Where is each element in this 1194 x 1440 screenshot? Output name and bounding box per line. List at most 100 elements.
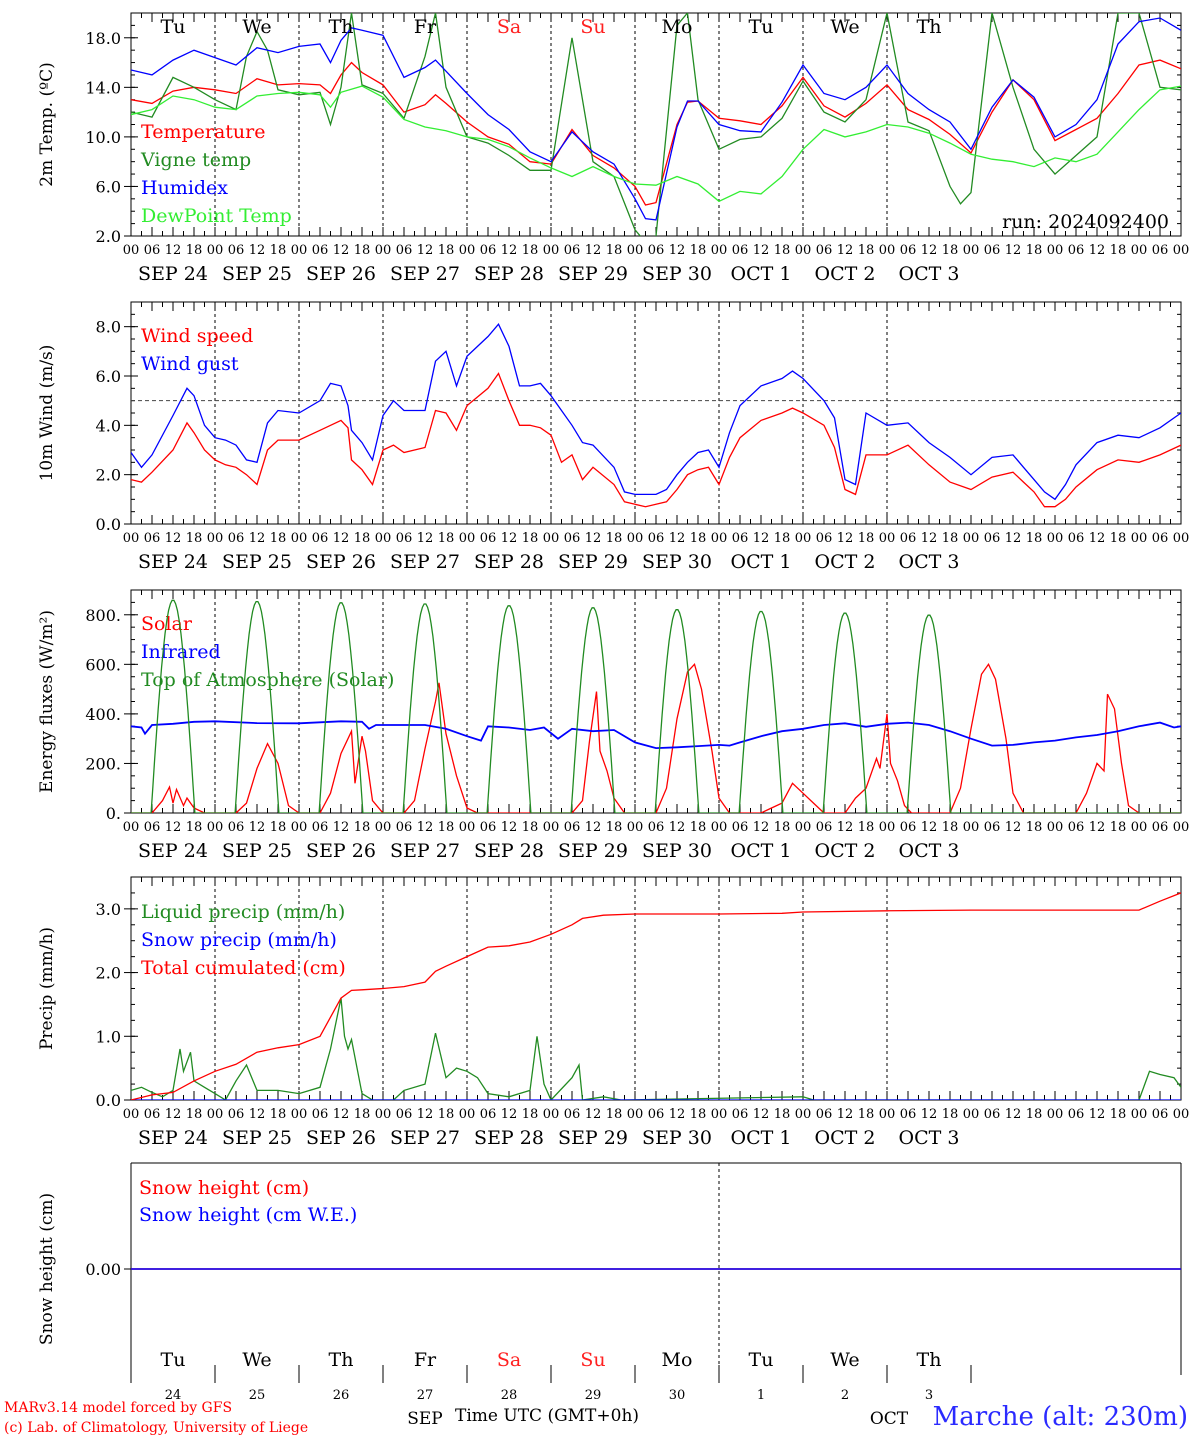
hour-tick-label: 12 bbox=[669, 820, 686, 835]
day-number-label: 3 bbox=[925, 1388, 933, 1403]
date-label: SEP 26 bbox=[306, 263, 376, 285]
hour-tick-label: 06 bbox=[984, 243, 1001, 258]
hour-tick-label: 00 bbox=[375, 1107, 392, 1122]
hour-tick-label: 12 bbox=[417, 1107, 434, 1122]
y-tick-label: 3.0 bbox=[96, 900, 121, 919]
hour-tick-label: 12 bbox=[249, 531, 266, 546]
hour-tick-label: 18 bbox=[942, 531, 959, 546]
hour-tick-label: 12 bbox=[249, 1107, 266, 1122]
hour-tick-label: 12 bbox=[165, 243, 182, 258]
hour-tick-label: 12 bbox=[333, 243, 350, 258]
hour-tick-label: 18 bbox=[522, 531, 539, 546]
hour-tick-label: 18 bbox=[354, 243, 371, 258]
date-label: SEP 28 bbox=[474, 263, 544, 285]
hour-tick-label: 18 bbox=[606, 1107, 623, 1122]
weekday-label: Th bbox=[329, 1349, 354, 1371]
date-label: OCT 3 bbox=[899, 551, 960, 573]
hour-tick-label: 00 bbox=[375, 243, 392, 258]
date-label: SEP 29 bbox=[558, 840, 628, 862]
hour-tick-label: 18 bbox=[522, 1107, 539, 1122]
hour-tick-label: 12 bbox=[585, 1107, 602, 1122]
hour-tick-label: 00 bbox=[627, 243, 644, 258]
legend-entry: Wind gust bbox=[141, 353, 239, 375]
y-tick-label: 10.0 bbox=[85, 128, 121, 147]
date-label: SEP 26 bbox=[306, 840, 376, 862]
legend-entry: Temperature bbox=[141, 121, 265, 143]
series-line bbox=[131, 17, 1181, 221]
date-label: SEP 28 bbox=[474, 840, 544, 862]
date-label: SEP 25 bbox=[222, 1127, 292, 1149]
time-axis-label: Time UTC (GMT+0h) bbox=[455, 1406, 640, 1426]
hour-tick-label: 00 bbox=[459, 1107, 476, 1122]
weekday-label: Tu bbox=[749, 1349, 774, 1371]
hour-tick-label: 12 bbox=[501, 531, 518, 546]
date-label: OCT 3 bbox=[899, 840, 960, 862]
hour-tick-label: 12 bbox=[165, 1107, 182, 1122]
hour-tick-label: 18 bbox=[1026, 531, 1043, 546]
hour-tick-label: 06 bbox=[648, 1107, 665, 1122]
hour-tick-label: 06 bbox=[480, 243, 497, 258]
hour-tick-label: 12 bbox=[417, 531, 434, 546]
hour-tick-label: 06 bbox=[816, 1107, 833, 1122]
date-label: SEP 25 bbox=[222, 551, 292, 573]
hour-tick-label: 18 bbox=[186, 531, 203, 546]
date-label: SEP 30 bbox=[642, 263, 712, 285]
hour-tick-label: 12 bbox=[1005, 820, 1022, 835]
hour-tick-label: 18 bbox=[186, 243, 203, 258]
weekday-label: Mo bbox=[662, 16, 693, 38]
hour-tick-label: 18 bbox=[690, 243, 707, 258]
hour-tick-label: 06 bbox=[144, 531, 161, 546]
series-line bbox=[131, 892, 1181, 1100]
series-line bbox=[131, 663, 1181, 813]
hour-tick-label: 18 bbox=[522, 820, 539, 835]
y-tick-label: 200. bbox=[85, 754, 121, 773]
legend-entry: Infrared bbox=[141, 641, 221, 663]
hour-tick-label: 12 bbox=[249, 243, 266, 258]
series-line bbox=[131, 372, 1181, 508]
y-axis-label: Energy fluxes (W/m²) bbox=[37, 610, 57, 793]
y-tick-label: 0.0 bbox=[96, 515, 121, 534]
hour-tick-label: 12 bbox=[333, 531, 350, 546]
date-label: SEP 27 bbox=[390, 551, 460, 573]
hour-tick-label: 06 bbox=[984, 1107, 1001, 1122]
hour-tick-label: 18 bbox=[270, 531, 287, 546]
hour-tick-label: 18 bbox=[270, 820, 287, 835]
hour-tick-label: 00 bbox=[1047, 243, 1064, 258]
hour-tick-label: 12 bbox=[1089, 1107, 1106, 1122]
hour-tick-label: 00 bbox=[375, 531, 392, 546]
weekday-label: Sa bbox=[497, 1349, 521, 1371]
hour-tick-label: 00 bbox=[375, 820, 392, 835]
date-label: SEP 30 bbox=[642, 840, 712, 862]
y-tick-label: 1.0 bbox=[96, 1027, 121, 1046]
date-label: SEP 25 bbox=[222, 840, 292, 862]
hour-tick-label: 12 bbox=[585, 531, 602, 546]
y-tick-label: 0.00 bbox=[85, 1260, 121, 1279]
date-label: OCT 2 bbox=[815, 840, 876, 862]
hour-tick-label: 18 bbox=[354, 531, 371, 546]
date-label: OCT 3 bbox=[899, 263, 960, 285]
hour-tick-label: 12 bbox=[1005, 243, 1022, 258]
hour-tick-label: 06 bbox=[732, 820, 749, 835]
hour-tick-label: 12 bbox=[669, 243, 686, 258]
day-number-label: 28 bbox=[501, 1388, 518, 1403]
hour-tick-label: 00 bbox=[711, 820, 728, 835]
hour-tick-label: 00 bbox=[963, 243, 980, 258]
hour-tick-label: 06 bbox=[396, 820, 413, 835]
plot-frame bbox=[130, 589, 1182, 814]
weekday-label: Fr bbox=[414, 1349, 437, 1371]
y-tick-label: 18.0 bbox=[85, 29, 121, 48]
hour-tick-label: 00 bbox=[1131, 243, 1148, 258]
date-label: SEP 24 bbox=[138, 551, 208, 573]
date-label: SEP 28 bbox=[474, 1127, 544, 1149]
hour-tick-label: 06 bbox=[396, 243, 413, 258]
hour-tick-label: 18 bbox=[942, 1107, 959, 1122]
y-tick-label: 800. bbox=[85, 606, 121, 625]
hour-tick-label: 00 bbox=[711, 531, 728, 546]
hour-tick-label: 18 bbox=[858, 820, 875, 835]
hour-tick-label: 18 bbox=[858, 243, 875, 258]
date-label: SEP 29 bbox=[558, 1127, 628, 1149]
hour-tick-label: 06 bbox=[228, 243, 245, 258]
legend-entry: Snow height (cm W.E.) bbox=[139, 1204, 357, 1226]
hour-tick-label: 00 bbox=[879, 1107, 896, 1122]
date-label: SEP 25 bbox=[222, 263, 292, 285]
